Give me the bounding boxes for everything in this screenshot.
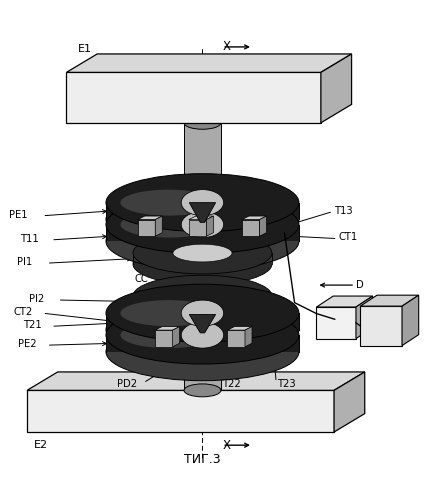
Text: T23: T23 [277, 379, 296, 389]
Text: PI1: PI1 [17, 258, 33, 268]
Ellipse shape [173, 244, 232, 262]
Text: T11: T11 [20, 234, 39, 244]
Polygon shape [227, 330, 245, 347]
Ellipse shape [106, 323, 299, 380]
Ellipse shape [121, 300, 217, 326]
Polygon shape [133, 296, 272, 307]
Text: MC: MC [368, 308, 384, 318]
Polygon shape [402, 295, 419, 346]
Ellipse shape [184, 384, 221, 397]
Polygon shape [106, 224, 299, 241]
Ellipse shape [106, 174, 299, 232]
Ellipse shape [173, 287, 232, 305]
Text: ΤИГ.3: ΤИГ.3 [184, 453, 221, 466]
Polygon shape [316, 307, 356, 338]
Polygon shape [66, 54, 352, 72]
Polygon shape [360, 306, 402, 346]
Ellipse shape [106, 301, 299, 359]
Polygon shape [66, 72, 321, 123]
Polygon shape [184, 123, 221, 390]
Text: E2: E2 [33, 440, 48, 450]
Polygon shape [138, 220, 155, 236]
Text: PE1: PE1 [10, 210, 28, 220]
Polygon shape [172, 326, 180, 347]
Text: PI2: PI2 [29, 294, 44, 304]
Ellipse shape [181, 300, 224, 326]
Polygon shape [133, 253, 272, 264]
Text: CT1: CT1 [338, 232, 358, 242]
Polygon shape [206, 216, 213, 236]
Polygon shape [189, 314, 216, 333]
Polygon shape [242, 216, 267, 220]
Polygon shape [155, 330, 172, 347]
Ellipse shape [133, 243, 272, 285]
Text: T22: T22 [222, 379, 241, 389]
Polygon shape [189, 220, 206, 236]
Text: T12: T12 [240, 184, 258, 194]
Ellipse shape [133, 232, 272, 274]
Ellipse shape [121, 212, 217, 238]
Ellipse shape [106, 190, 299, 248]
Polygon shape [242, 220, 260, 236]
Polygon shape [155, 326, 180, 330]
Text: CT2: CT2 [14, 308, 33, 318]
Ellipse shape [106, 196, 299, 254]
Ellipse shape [121, 190, 217, 216]
Polygon shape [260, 216, 267, 236]
Polygon shape [245, 326, 252, 347]
Ellipse shape [106, 212, 299, 270]
Polygon shape [138, 216, 162, 220]
Text: PD2: PD2 [117, 379, 137, 389]
Ellipse shape [133, 286, 272, 328]
Text: E1: E1 [77, 44, 92, 54]
Text: T13: T13 [334, 206, 353, 216]
Polygon shape [316, 296, 373, 307]
Polygon shape [106, 335, 299, 352]
Polygon shape [321, 54, 352, 123]
Text: CE: CE [319, 308, 332, 318]
Polygon shape [27, 372, 365, 390]
Polygon shape [189, 202, 216, 222]
Ellipse shape [181, 190, 224, 216]
Ellipse shape [181, 322, 224, 348]
Polygon shape [360, 295, 419, 306]
Ellipse shape [106, 306, 299, 364]
Polygon shape [189, 216, 213, 220]
Ellipse shape [133, 275, 272, 317]
Polygon shape [356, 296, 373, 339]
Polygon shape [155, 216, 162, 236]
Polygon shape [227, 326, 252, 330]
Polygon shape [106, 202, 299, 220]
Text: D: D [356, 280, 364, 290]
Polygon shape [106, 313, 299, 330]
Ellipse shape [121, 322, 217, 348]
Text: PD1: PD1 [121, 186, 141, 196]
Text: PE2: PE2 [18, 340, 37, 349]
Ellipse shape [106, 284, 299, 342]
Text: X: X [222, 40, 230, 54]
Ellipse shape [184, 116, 221, 130]
Text: X: X [222, 438, 230, 452]
Ellipse shape [181, 212, 224, 238]
Polygon shape [27, 390, 334, 432]
Text: CC: CC [135, 274, 148, 283]
Text: T21: T21 [22, 320, 41, 330]
Polygon shape [334, 372, 365, 432]
